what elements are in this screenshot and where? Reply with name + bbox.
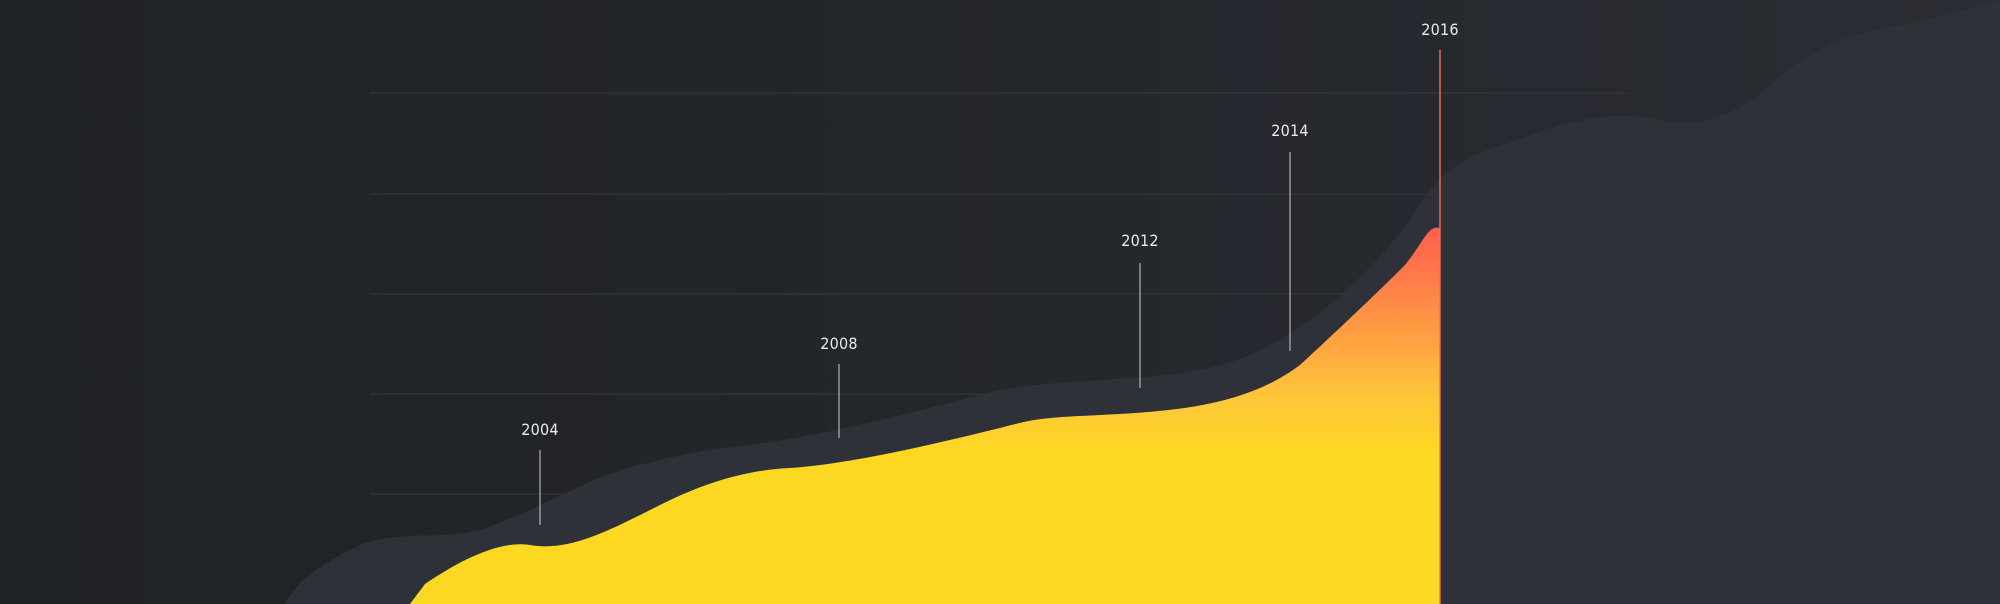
year-label-2014: 2014 — [1271, 121, 1308, 140]
year-markers: 2004 2008 2012 2014 2016 — [521, 20, 1459, 604]
main-area — [410, 227, 1440, 604]
year-label-2004: 2004 — [521, 420, 558, 439]
year-label-2008: 2008 — [820, 334, 857, 353]
year-label-2016: 2016 — [1421, 20, 1458, 39]
background-area — [285, 0, 2000, 604]
year-label-2012: 2012 — [1121, 231, 1158, 250]
